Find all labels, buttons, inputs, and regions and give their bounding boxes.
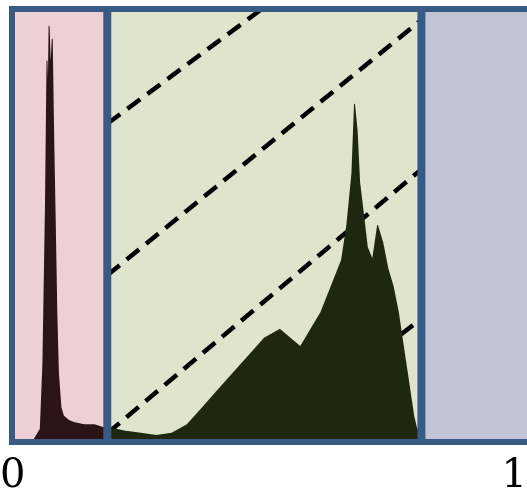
x-tick-label-0: 0 (0, 451, 25, 494)
frame-layer (9, 6, 527, 445)
dashed-line-2 (105, 167, 423, 436)
histogram-series-1 (106, 103, 422, 443)
dashed-line-1 (105, 18, 423, 278)
x-tick-label-1: 1 (502, 451, 527, 494)
region-2 (421, 9, 527, 442)
region-0 (12, 9, 108, 442)
series-layer (11, 25, 422, 443)
histogram-series-0 (11, 25, 108, 443)
dashed-line-0 (105, 9, 264, 126)
